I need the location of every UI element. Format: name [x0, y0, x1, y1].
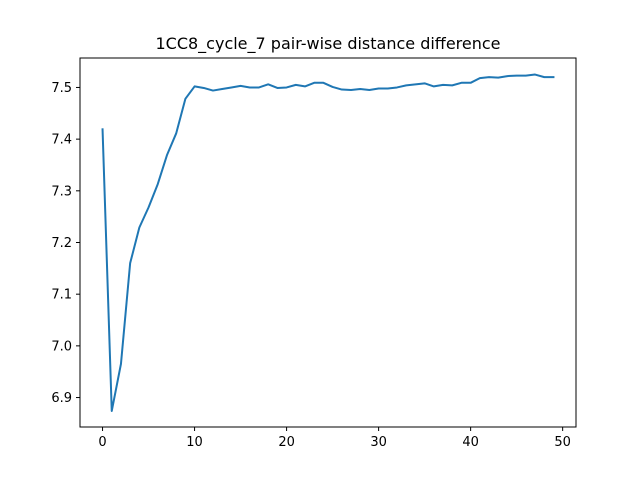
- data-point: [369, 89, 371, 91]
- data-point: [442, 84, 444, 86]
- y-tick-label: 7.0: [51, 339, 72, 354]
- y-tick-label: 7.4: [51, 133, 72, 148]
- data-point: [148, 207, 150, 209]
- data-point: [332, 86, 334, 88]
- data-point: [286, 87, 288, 89]
- x-tick-label: 50: [554, 435, 571, 450]
- data-point: [543, 76, 545, 78]
- data-point: [451, 85, 453, 87]
- data-point: [396, 87, 398, 89]
- y-tick-label: 6.9: [51, 391, 72, 406]
- x-tick-label: 40: [462, 435, 479, 450]
- data-point: [111, 410, 113, 412]
- data-point: [185, 98, 187, 100]
- data-point: [461, 82, 463, 84]
- data-point: [497, 77, 499, 79]
- data-point: [424, 83, 426, 85]
- data-point: [203, 87, 205, 89]
- data-point: [516, 75, 518, 77]
- data-point: [231, 87, 233, 89]
- data-point: [313, 82, 315, 84]
- data-point: [433, 86, 435, 88]
- data-point: [470, 82, 472, 84]
- chart-title: 1CC8_cycle_7 pair-wise distance differen…: [155, 34, 500, 54]
- y-tick-label: 7.3: [51, 184, 72, 199]
- data-point: [258, 87, 260, 89]
- data-point: [479, 77, 481, 79]
- series-line: [101, 73, 555, 412]
- data-point: [175, 133, 177, 135]
- data-point: [267, 84, 269, 86]
- data-point: [488, 76, 490, 78]
- data-point: [120, 363, 122, 365]
- data-point: [194, 86, 196, 88]
- data-point: [415, 84, 417, 86]
- y-tick-label: 7.1: [51, 288, 72, 303]
- data-point: [139, 227, 141, 229]
- plot-frame: [79, 57, 577, 428]
- data-point: [304, 86, 306, 88]
- x-tick-label: 10: [186, 435, 203, 450]
- data-point: [129, 262, 131, 264]
- x-tick-label: 20: [278, 435, 295, 450]
- data-point: [221, 88, 223, 90]
- x-tick-label: 30: [370, 435, 387, 450]
- data-point: [553, 76, 555, 78]
- data-point: [157, 183, 159, 185]
- data-point: [249, 87, 251, 89]
- data-point: [240, 85, 242, 87]
- data-point: [323, 82, 325, 84]
- data-point: [387, 88, 389, 90]
- data-point: [350, 89, 352, 91]
- data-point: [534, 74, 536, 76]
- data-point: [166, 154, 168, 156]
- data-point: [525, 75, 527, 77]
- data-point: [378, 88, 380, 90]
- data-point: [507, 75, 509, 77]
- data-point: [405, 85, 407, 87]
- y-tick-label: 7.5: [51, 81, 72, 96]
- data-point: [102, 129, 104, 131]
- y-tick-label: 7.2: [51, 236, 72, 251]
- data-point: [341, 89, 343, 91]
- x-tick-label: 0: [98, 435, 106, 450]
- data-point: [277, 87, 279, 89]
- data-point: [212, 90, 214, 92]
- data-point: [359, 88, 361, 90]
- data-point: [295, 84, 297, 86]
